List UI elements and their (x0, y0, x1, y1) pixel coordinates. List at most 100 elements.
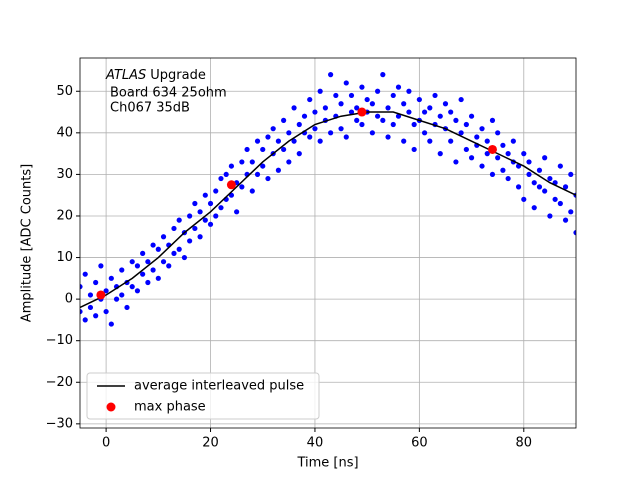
data-point (213, 213, 219, 219)
x-tick-label: 20 (202, 436, 219, 451)
data-point (265, 175, 271, 182)
axes-frame (79, 57, 577, 429)
data-point (401, 138, 407, 144)
data-point (87, 304, 94, 311)
data-point (234, 209, 240, 215)
data-point (187, 238, 193, 244)
data-point (568, 209, 574, 215)
data-point (317, 138, 323, 144)
data-point (479, 163, 485, 169)
data-point (442, 101, 449, 107)
data-point (275, 167, 281, 173)
data-point (536, 184, 543, 190)
data-point (296, 151, 302, 157)
data-point (484, 138, 490, 144)
data-point (176, 246, 182, 252)
data-point (150, 267, 156, 273)
data-point (140, 250, 146, 256)
data-point (526, 171, 532, 178)
data-point (207, 221, 214, 227)
legend-box (86, 372, 320, 420)
data-point (500, 142, 506, 148)
data-point (202, 217, 208, 223)
data-point (458, 96, 464, 103)
data-point (338, 101, 344, 107)
data-point (98, 263, 104, 269)
data-point (254, 171, 261, 178)
data-point (119, 267, 125, 273)
data-point (385, 105, 391, 111)
data-point (354, 105, 360, 111)
data-point (369, 101, 375, 107)
y-tick-label: −20 (46, 375, 73, 390)
max-phase-marker (487, 144, 497, 154)
data-point (463, 121, 469, 128)
data-point (87, 292, 94, 298)
data-point (416, 96, 422, 103)
data-point (401, 101, 407, 107)
data-point (134, 263, 141, 269)
data-point (421, 109, 428, 115)
data-point (489, 117, 496, 123)
data-point (307, 96, 313, 103)
data-point (348, 92, 355, 99)
max-phase-marker (226, 180, 236, 190)
data-point (453, 159, 459, 165)
data-point (145, 259, 151, 265)
y-tick-label: 10 (56, 250, 73, 265)
data-point (192, 200, 198, 207)
data-point (171, 225, 177, 232)
annotation-line: Ch067 35dB (110, 101, 190, 116)
data-point (103, 308, 109, 315)
data-point (568, 171, 574, 178)
data-point (573, 230, 576, 236)
data-point (197, 234, 203, 240)
data-point (296, 121, 302, 128)
data-point (108, 275, 114, 281)
x-tick-label: 0 (102, 436, 110, 451)
data-point (312, 109, 318, 115)
y-tick-label: 50 (56, 84, 73, 99)
y-tick-label: 20 (56, 208, 73, 223)
legend-label: average interleaved pulse (134, 379, 304, 394)
data-point (432, 92, 438, 99)
data-point (281, 117, 287, 123)
data-point (322, 105, 328, 111)
y-tick-label: 30 (56, 167, 73, 182)
data-point (489, 171, 496, 178)
data-point (338, 126, 344, 132)
data-point (312, 126, 318, 132)
y-axis-label: Amplitude [ADC Counts] (20, 164, 35, 322)
pulse-line (80, 111, 576, 309)
data-point (254, 138, 261, 144)
data-point (124, 304, 130, 311)
data-point (557, 163, 563, 169)
data-point (562, 184, 569, 190)
data-point (333, 92, 339, 99)
data-point (328, 72, 334, 78)
data-point (244, 146, 250, 153)
data-point (437, 151, 443, 157)
data-point (495, 155, 501, 161)
data-point (270, 126, 276, 132)
y-tick-label: −30 (46, 416, 73, 431)
data-point (427, 138, 433, 144)
data-point (468, 113, 475, 119)
data-point (134, 288, 141, 294)
data-point (113, 296, 120, 302)
data-point (375, 88, 381, 94)
data-point (531, 180, 537, 186)
data-point (291, 105, 297, 111)
data-point (421, 130, 428, 136)
data-point (547, 175, 553, 182)
data-point (155, 246, 161, 252)
data-point (542, 155, 548, 161)
data-point (181, 254, 188, 261)
legend-marker-swatch (106, 402, 116, 412)
data-point (406, 88, 412, 94)
data-point (265, 134, 271, 140)
data-point (552, 196, 558, 202)
data-point (380, 72, 386, 78)
data-point (427, 105, 433, 111)
